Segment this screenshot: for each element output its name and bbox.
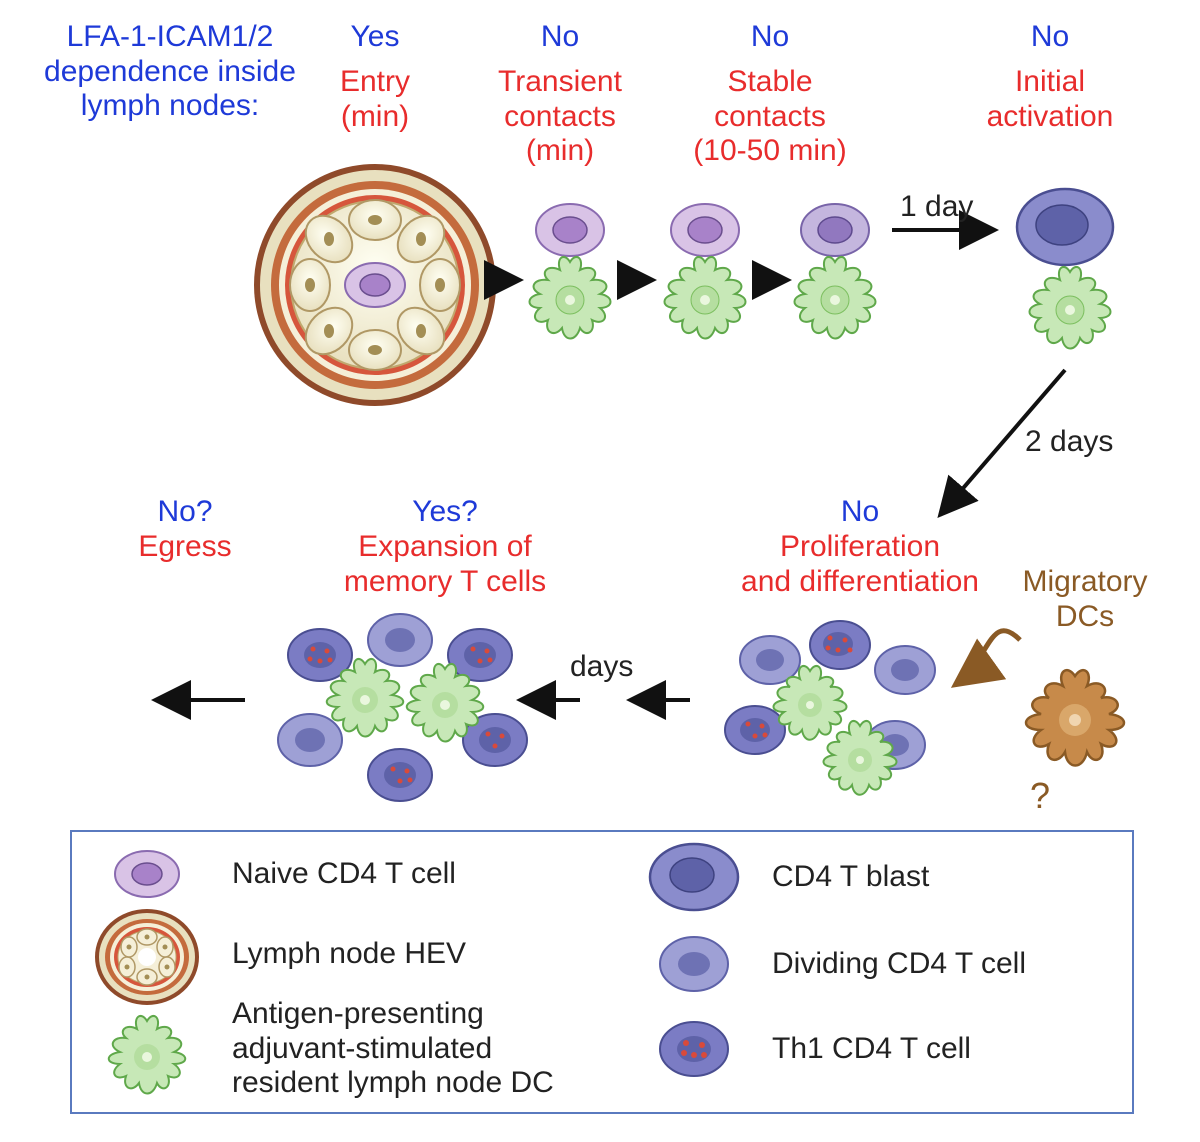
one-day-label: 1 day (900, 190, 973, 224)
prolif-dep: No (750, 495, 970, 530)
days-label: days (570, 650, 633, 684)
legend-naive-icon (102, 847, 192, 902)
legend-th1: Th1 CD4 T cell (772, 1032, 971, 1067)
legend-th1-icon (652, 1017, 737, 1082)
two-days-label: 2 days (1025, 425, 1113, 459)
legend-dividing-icon (652, 932, 737, 997)
expansion-name: Expansion of memory T cells (320, 530, 570, 599)
egress-name: Egress (125, 530, 245, 565)
legend-dividing: Dividing CD4 T cell (772, 947, 1026, 982)
prolif-name: Proliferation and differentiation (720, 530, 1000, 599)
legend-blast: CD4 T blast (772, 860, 929, 895)
migratory-label: Migratory DCs (995, 565, 1175, 634)
expansion-cluster (265, 600, 545, 810)
migratory-dc-icon (1005, 660, 1145, 780)
legend-box: Naive CD4 T cell Lymph node HEV (70, 830, 1134, 1114)
expansion-dep: Yes? (330, 495, 560, 530)
egress-dep: No? (130, 495, 240, 530)
legend-hev-icon (92, 907, 202, 1007)
legend-dc-icon (97, 1012, 197, 1102)
legend-hev: Lymph node HEV (232, 937, 466, 972)
diagram-root: LFA-1-ICAM1/2 dependence inside lymph no… (20, 20, 1180, 1122)
legend-apc: Antigen-presenting adjuvant-stimulated r… (232, 997, 554, 1101)
migratory-q: ? (1020, 775, 1060, 816)
legend-blast-icon (642, 840, 747, 915)
legend-naive: Naive CD4 T cell (232, 857, 456, 892)
prolif-cluster (710, 610, 960, 800)
